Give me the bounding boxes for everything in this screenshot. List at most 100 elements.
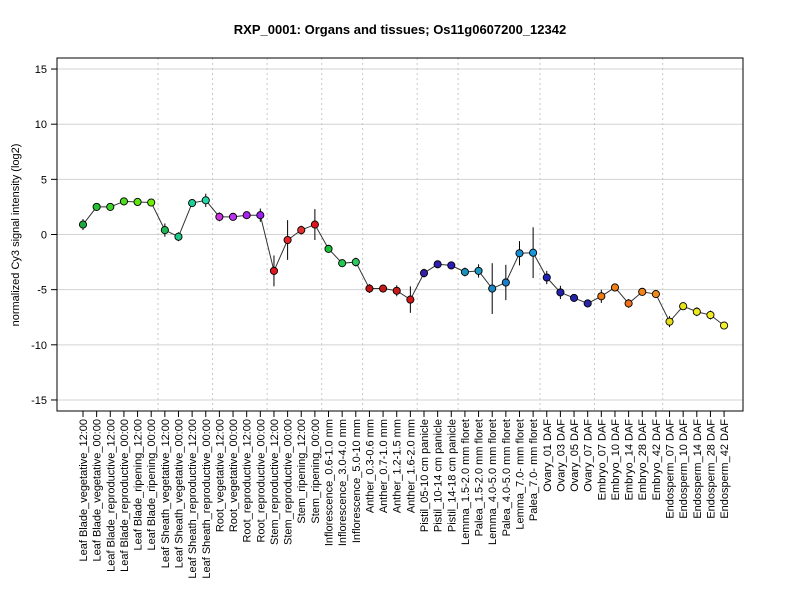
x-tick-label: Stem_reproductive_12:00 — [269, 419, 281, 545]
data-point — [228, 212, 238, 221]
x-tick-label: Lemma_1.5-2.0 mm floret — [460, 419, 472, 545]
data-point — [419, 269, 429, 278]
data-point — [283, 235, 292, 245]
x-tick-label: Palea_1.5-2.0 mm floret — [474, 419, 486, 536]
data-point — [597, 292, 606, 301]
data-point — [529, 248, 538, 257]
data-point — [515, 249, 524, 258]
y-tick-label: -10 — [31, 340, 47, 352]
y-tick-label: -15 — [31, 395, 47, 407]
data-point — [624, 299, 633, 308]
data-point — [201, 196, 210, 205]
data-point — [379, 284, 388, 293]
data-point — [78, 220, 88, 229]
data-points — [78, 196, 729, 330]
x-tick-label: Leaf Sheath_vegetative_00:00 — [173, 419, 185, 568]
data-point — [160, 226, 169, 235]
data-point — [501, 278, 510, 287]
data-point — [297, 226, 306, 235]
y-axis: -15 -10 -5 0 5 10 15 — [31, 64, 57, 407]
y-tick-label: 0 — [41, 230, 47, 242]
group-separators — [157, 58, 664, 411]
x-tick-label: Leaf Sheath_reproductive_12:00 — [187, 419, 199, 579]
x-tick-label: Stem_reproductive_00:00 — [283, 419, 295, 545]
data-point — [119, 197, 128, 206]
x-tick-label: Embryo_14 DAF — [624, 419, 636, 501]
x-tick-label: Root_reproductive_00:00 — [255, 419, 267, 543]
y-tick-label: 10 — [35, 119, 47, 131]
x-tick-label: Leaf Blade_vegetative_00:00 — [92, 419, 104, 562]
y-tick-label: 15 — [35, 64, 47, 76]
x-tick-label: Palea_7.0- mm floret — [528, 419, 540, 521]
data-point — [365, 284, 374, 293]
error-bars — [82, 193, 725, 329]
x-tick-label: Endosperm_14 DAF — [692, 419, 704, 519]
x-tick-label: Anther_1.2-1.5 mm — [392, 419, 404, 513]
data-point — [242, 211, 251, 220]
x-tick-label: Leaf Blade_reproductive_12:00 — [105, 419, 117, 572]
y-tick-label: 5 — [41, 174, 47, 186]
x-tick-label: Leaf Blade_ripening_12:00 — [133, 419, 145, 551]
x-tick-label: Lemma_4.0-5.0 mm floret — [487, 419, 499, 545]
x-tick-label: Stem_ripening_12:00 — [296, 419, 308, 524]
data-point — [488, 284, 497, 293]
data-point — [188, 199, 197, 208]
x-tick-label: Ovary_01 DAF — [542, 419, 554, 492]
data-point — [569, 293, 579, 302]
data-point — [351, 258, 360, 267]
x-tick-label: Embryo_42 DAF — [651, 419, 663, 501]
data-point — [338, 259, 347, 268]
data-point — [324, 244, 333, 253]
data-point — [651, 290, 660, 299]
data-point — [133, 197, 142, 207]
data-point — [92, 202, 101, 211]
data-point — [147, 198, 156, 207]
data-point — [610, 283, 620, 292]
x-tick-label: Endosperm_07 DAF — [665, 419, 677, 519]
data-point — [447, 261, 456, 270]
x-tick-label: Endosperm_42 DAF — [719, 419, 731, 519]
data-point — [269, 266, 279, 275]
x-tick-label: Anther_1.6-2.0 mm — [405, 419, 417, 513]
x-tick-label: Anther_0.7-1.0 mm — [378, 419, 390, 513]
data-point — [460, 267, 469, 277]
x-tick-label: Root_reproductive_12:00 — [242, 419, 254, 543]
x-tick-label: Palea_4.0-5.0 mm floret — [501, 419, 513, 536]
data-point — [106, 202, 115, 211]
data-point — [392, 286, 401, 295]
x-tick-label: Root_vegetative_12:00 — [214, 419, 226, 532]
x-tick-label: Embryo_28 DAF — [637, 419, 649, 501]
horizontal-grid — [57, 68, 743, 401]
x-tick-label: Leaf Blade_vegetative_12:00 — [78, 419, 90, 562]
data-point — [542, 273, 551, 282]
x-tick-label: Anther_0.3-0.6 mm — [364, 419, 376, 513]
x-tick-label: Pistil_10-14 cm panicle — [433, 419, 445, 532]
data-point — [474, 266, 483, 275]
y-tick-label: -5 — [37, 285, 47, 297]
data-point — [556, 288, 565, 297]
x-tick-label: Leaf Sheath_vegetative_12:00 — [160, 419, 172, 568]
x-tick-label: Pistil_05-10 cm panicle — [419, 419, 431, 532]
data-point — [692, 307, 701, 316]
data-point — [433, 260, 442, 269]
data-point — [406, 295, 415, 304]
data-point — [215, 212, 224, 221]
x-tick-label: Ovary_07 DAF — [583, 419, 595, 492]
data-point — [174, 232, 183, 241]
x-tick-label: Root_vegetative_00:00 — [228, 419, 240, 532]
x-tick-label: Endosperm_28 DAF — [705, 419, 717, 519]
chart-title: RXP_0001: Organs and tissues; Os11g06072… — [234, 22, 566, 37]
x-tick-label: Pistil_14-18 cm panicle — [446, 419, 458, 532]
x-tick-label: Inflorescence_3.0-4.0 mm — [337, 419, 349, 546]
x-tick-label: Stem_ripening_00:00 — [310, 419, 322, 524]
x-tick-label: Leaf Blade_ripening_00:00 — [146, 419, 158, 551]
x-tick-label: Inflorescence_5.0-10 mm — [351, 419, 363, 543]
y-axis-label: normalized Cy3 signal intensity (log2) — [10, 144, 22, 327]
x-tick-label: Embryo_07 DAF — [596, 419, 608, 501]
x-tick-label: Inflorescence_0.6-1.0 mm — [324, 419, 336, 546]
x-tick-label: Leaf Sheath_reproductive_00:00 — [201, 419, 213, 579]
data-point — [638, 287, 647, 296]
data-point — [679, 302, 688, 311]
data-point — [310, 220, 319, 229]
